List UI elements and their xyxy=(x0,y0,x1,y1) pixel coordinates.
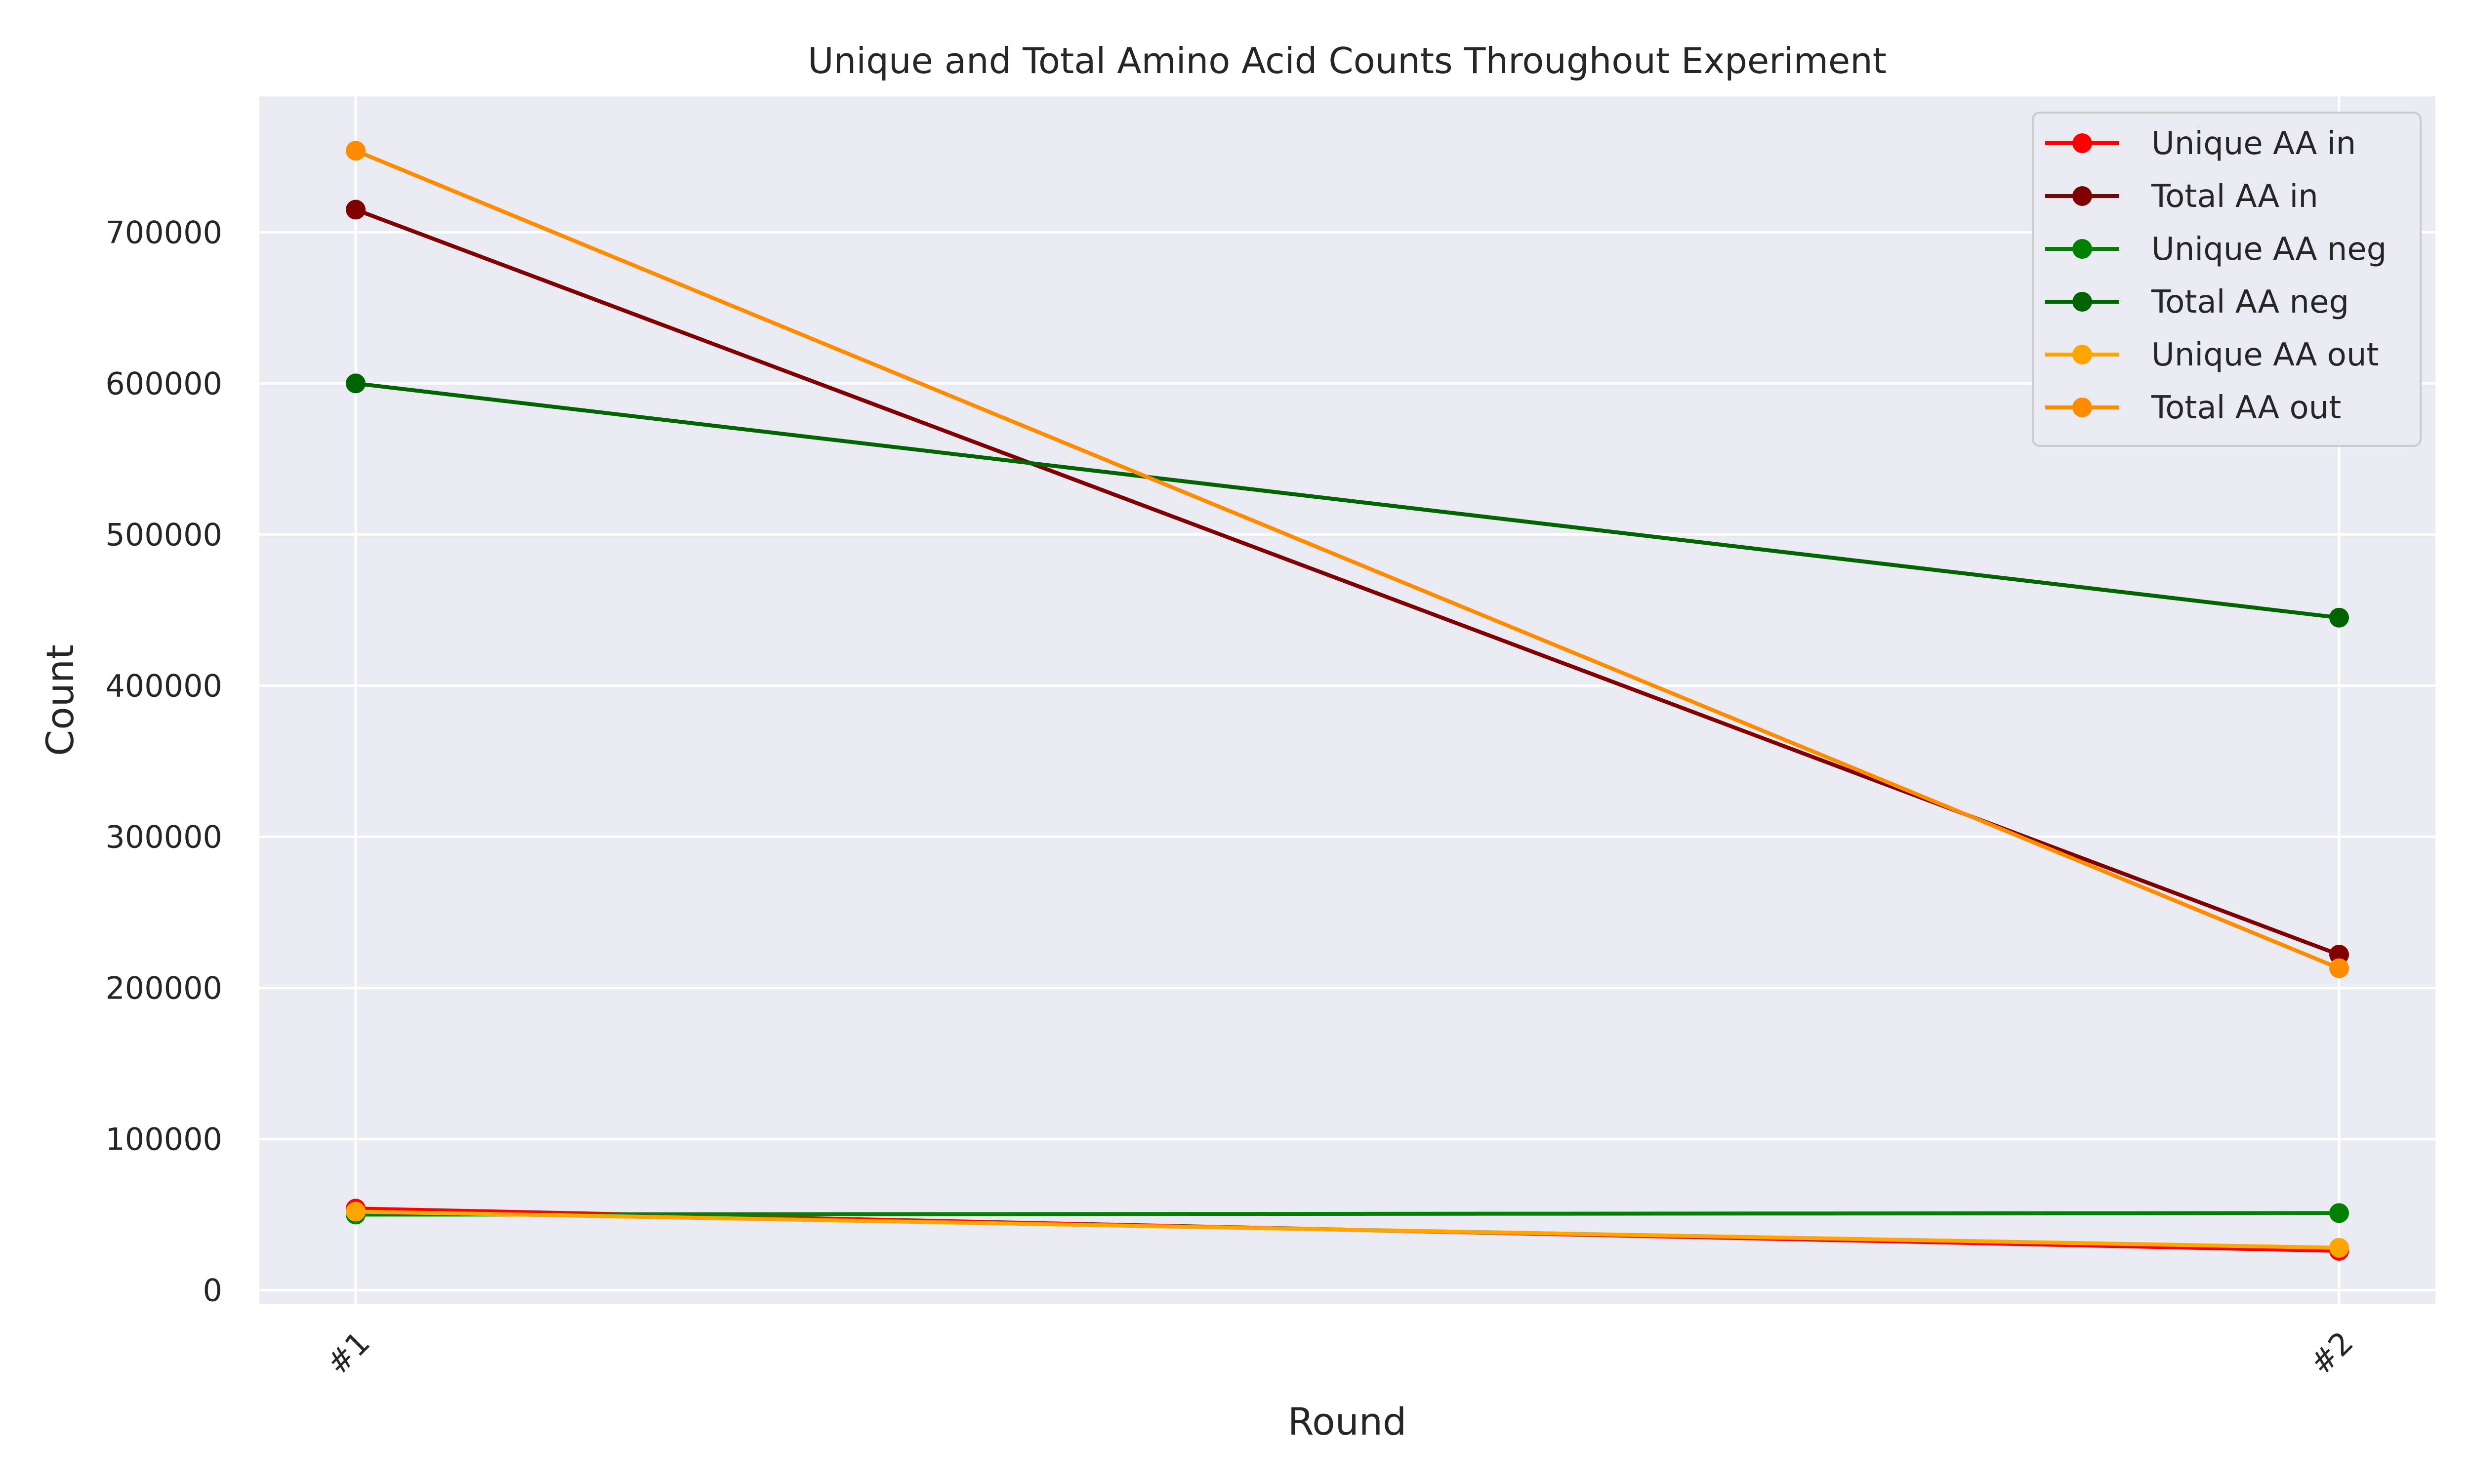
series-line xyxy=(355,1209,2340,1250)
y-tick-label: 500000 xyxy=(105,517,222,553)
data-point xyxy=(346,200,366,220)
y-tick-label: 700000 xyxy=(105,214,222,250)
legend-label: Unique AA in xyxy=(2151,125,2356,162)
legend-marker xyxy=(2072,239,2092,259)
legend-label: Unique AA out xyxy=(2151,337,2379,373)
legend-marker xyxy=(2072,345,2092,364)
y-tick-label: 400000 xyxy=(105,668,222,704)
x-axis-label: Round xyxy=(1288,1400,1406,1444)
data-point xyxy=(2329,607,2349,628)
legend-label: Total AA neg xyxy=(2151,284,2349,321)
legend-marker xyxy=(2072,398,2092,417)
series-line xyxy=(355,149,2340,970)
legend-marker xyxy=(2072,186,2092,206)
data-point xyxy=(2329,958,2349,978)
series-lines xyxy=(346,141,2349,1261)
y-tick-label: 0 xyxy=(203,1272,222,1308)
legend-box xyxy=(2032,112,2422,447)
legend-marker xyxy=(2072,292,2092,312)
legend-marker xyxy=(2072,133,2092,153)
series-line xyxy=(355,381,2340,620)
y-tick-label: 300000 xyxy=(105,819,222,855)
legend-label: Total AA in xyxy=(2151,178,2318,215)
legend-label: Unique AA neg xyxy=(2151,231,2387,268)
chart-title: Unique and Total Amino Acid Counts Throu… xyxy=(808,40,1887,81)
data-point xyxy=(2329,1203,2349,1223)
y-tick-label: 600000 xyxy=(105,365,222,401)
data-point xyxy=(346,1202,366,1222)
data-point xyxy=(2329,1238,2349,1258)
y-tick-label: 200000 xyxy=(105,970,222,1006)
legend: Unique AA in Total AA in Unique AA neg Tota… xyxy=(2032,112,2422,447)
data-point xyxy=(2329,945,2349,965)
legend-label: Total AA out xyxy=(2151,390,2341,426)
data-point xyxy=(346,141,366,161)
series-line xyxy=(355,1211,2340,1217)
y-axis-label: Count xyxy=(38,644,82,756)
data-point xyxy=(346,373,366,394)
y-tick-label: 100000 xyxy=(105,1121,222,1157)
